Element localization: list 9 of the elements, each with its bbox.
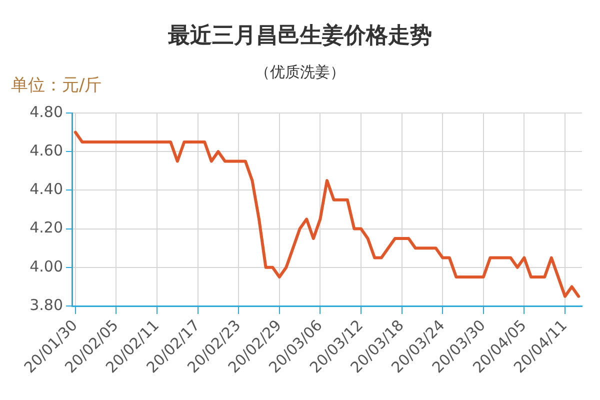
y-tick-label: 4.80 xyxy=(30,102,63,121)
y-tick-label: 4.20 xyxy=(30,218,63,237)
y-tick-label: 3.80 xyxy=(30,296,63,314)
y-axis-title: 单位：元/斤 xyxy=(11,75,102,96)
y-tick-label: 4.40 xyxy=(30,180,63,198)
chart-subtitle: （优质洗姜） xyxy=(255,62,345,81)
chart-title: 最近三月昌邑生姜价格走势 xyxy=(167,22,432,49)
y-tick-label: 4.00 xyxy=(30,257,63,276)
y-tick-label: 4.60 xyxy=(30,141,63,160)
